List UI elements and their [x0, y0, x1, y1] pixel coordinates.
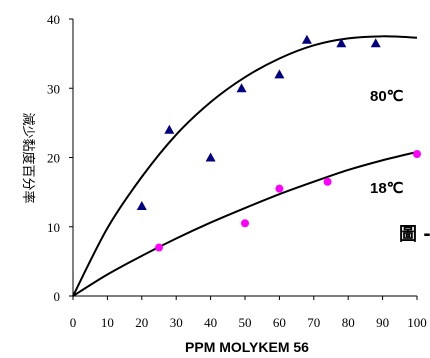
series-label-18c: 18℃ — [370, 180, 404, 197]
data-point-80c — [370, 38, 381, 48]
data-point-80c — [236, 83, 247, 93]
series-label-80c: 80℃ — [370, 88, 404, 105]
x-tick-label: 50 — [239, 315, 252, 330]
x-tick-label: 40 — [204, 315, 217, 330]
x-tick-label: 100 — [407, 315, 427, 330]
data-point-80c — [274, 69, 285, 79]
data-point-80c — [164, 124, 175, 134]
trend-line-18c — [72, 150, 418, 297]
data-point-18c — [155, 243, 163, 252]
x-tick-label: 90 — [376, 315, 389, 330]
x-tick-label: 70 — [307, 315, 320, 330]
x-tick-label: 30 — [170, 315, 183, 330]
x-tick-label: 80 — [342, 315, 355, 330]
data-point-18c — [413, 150, 421, 159]
data-point-80c — [336, 38, 347, 48]
figure-label: 圖 - — [399, 224, 430, 245]
data-point-18c — [241, 219, 249, 228]
y-tick-label: 10 — [47, 220, 60, 235]
y-tick-label: 0 — [54, 289, 61, 304]
data-point-18c — [275, 184, 284, 193]
data-point-80c — [301, 34, 312, 44]
y-axis-title: 減少黏度百分率 — [20, 112, 36, 203]
x-axis-title: PPM MOLYKEM 56 — [185, 339, 309, 355]
y-tick-label: 30 — [47, 81, 60, 96]
x-tick-label: 60 — [273, 315, 286, 330]
trend-line-80c — [72, 35, 418, 297]
data-point-80c — [136, 200, 147, 210]
x-tick-label: 20 — [135, 315, 148, 330]
y-tick-label: 40 — [47, 12, 60, 27]
x-tick-label: 10 — [101, 315, 114, 330]
data-point-18c — [323, 177, 332, 186]
x-tick-label: 0 — [70, 315, 77, 330]
data-point-80c — [205, 152, 216, 162]
y-tick-label: 20 — [47, 151, 60, 166]
